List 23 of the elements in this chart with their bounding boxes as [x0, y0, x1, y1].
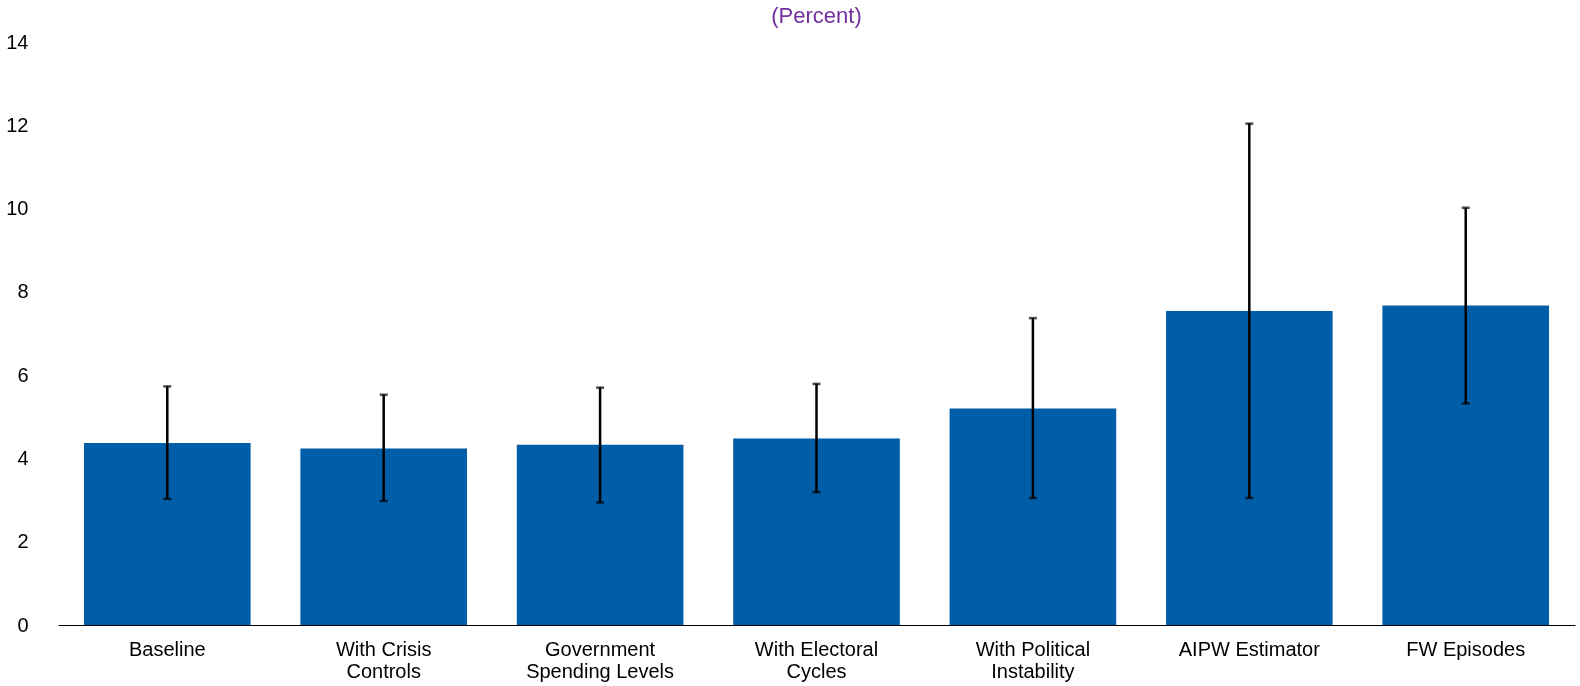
- bar: [300, 448, 468, 625]
- chart-title: (Percent): [771, 3, 862, 28]
- bar: [733, 438, 900, 625]
- y-tick-label: 0: [17, 613, 29, 636]
- bar: [83, 443, 251, 625]
- y-tick-label: 6: [17, 363, 29, 386]
- y-tick-label: 2: [17, 530, 29, 553]
- y-tick-label: 14: [6, 30, 29, 53]
- x-tick-label: Baseline: [128, 637, 206, 660]
- x-tick-label: With Electoral Cycles: [754, 637, 879, 682]
- bar: [516, 444, 684, 625]
- bar: [949, 408, 1117, 625]
- y-tick-label: 8: [17, 280, 29, 303]
- x-tick-label: AIPW Estimator: [1178, 637, 1321, 660]
- x-tick-label: With Political Instability: [975, 637, 1091, 682]
- bar: [1165, 311, 1333, 625]
- x-tick-label: With Crisis Controls: [335, 637, 432, 682]
- x-tick-label: FW Episodes: [1406, 637, 1526, 660]
- bar: [1382, 305, 1550, 625]
- y-tick-label: 10: [6, 197, 29, 220]
- x-tick-label: Government Spending Levels: [526, 637, 675, 682]
- y-tick-label: 12: [6, 113, 29, 136]
- y-tick-label: 4: [17, 446, 29, 469]
